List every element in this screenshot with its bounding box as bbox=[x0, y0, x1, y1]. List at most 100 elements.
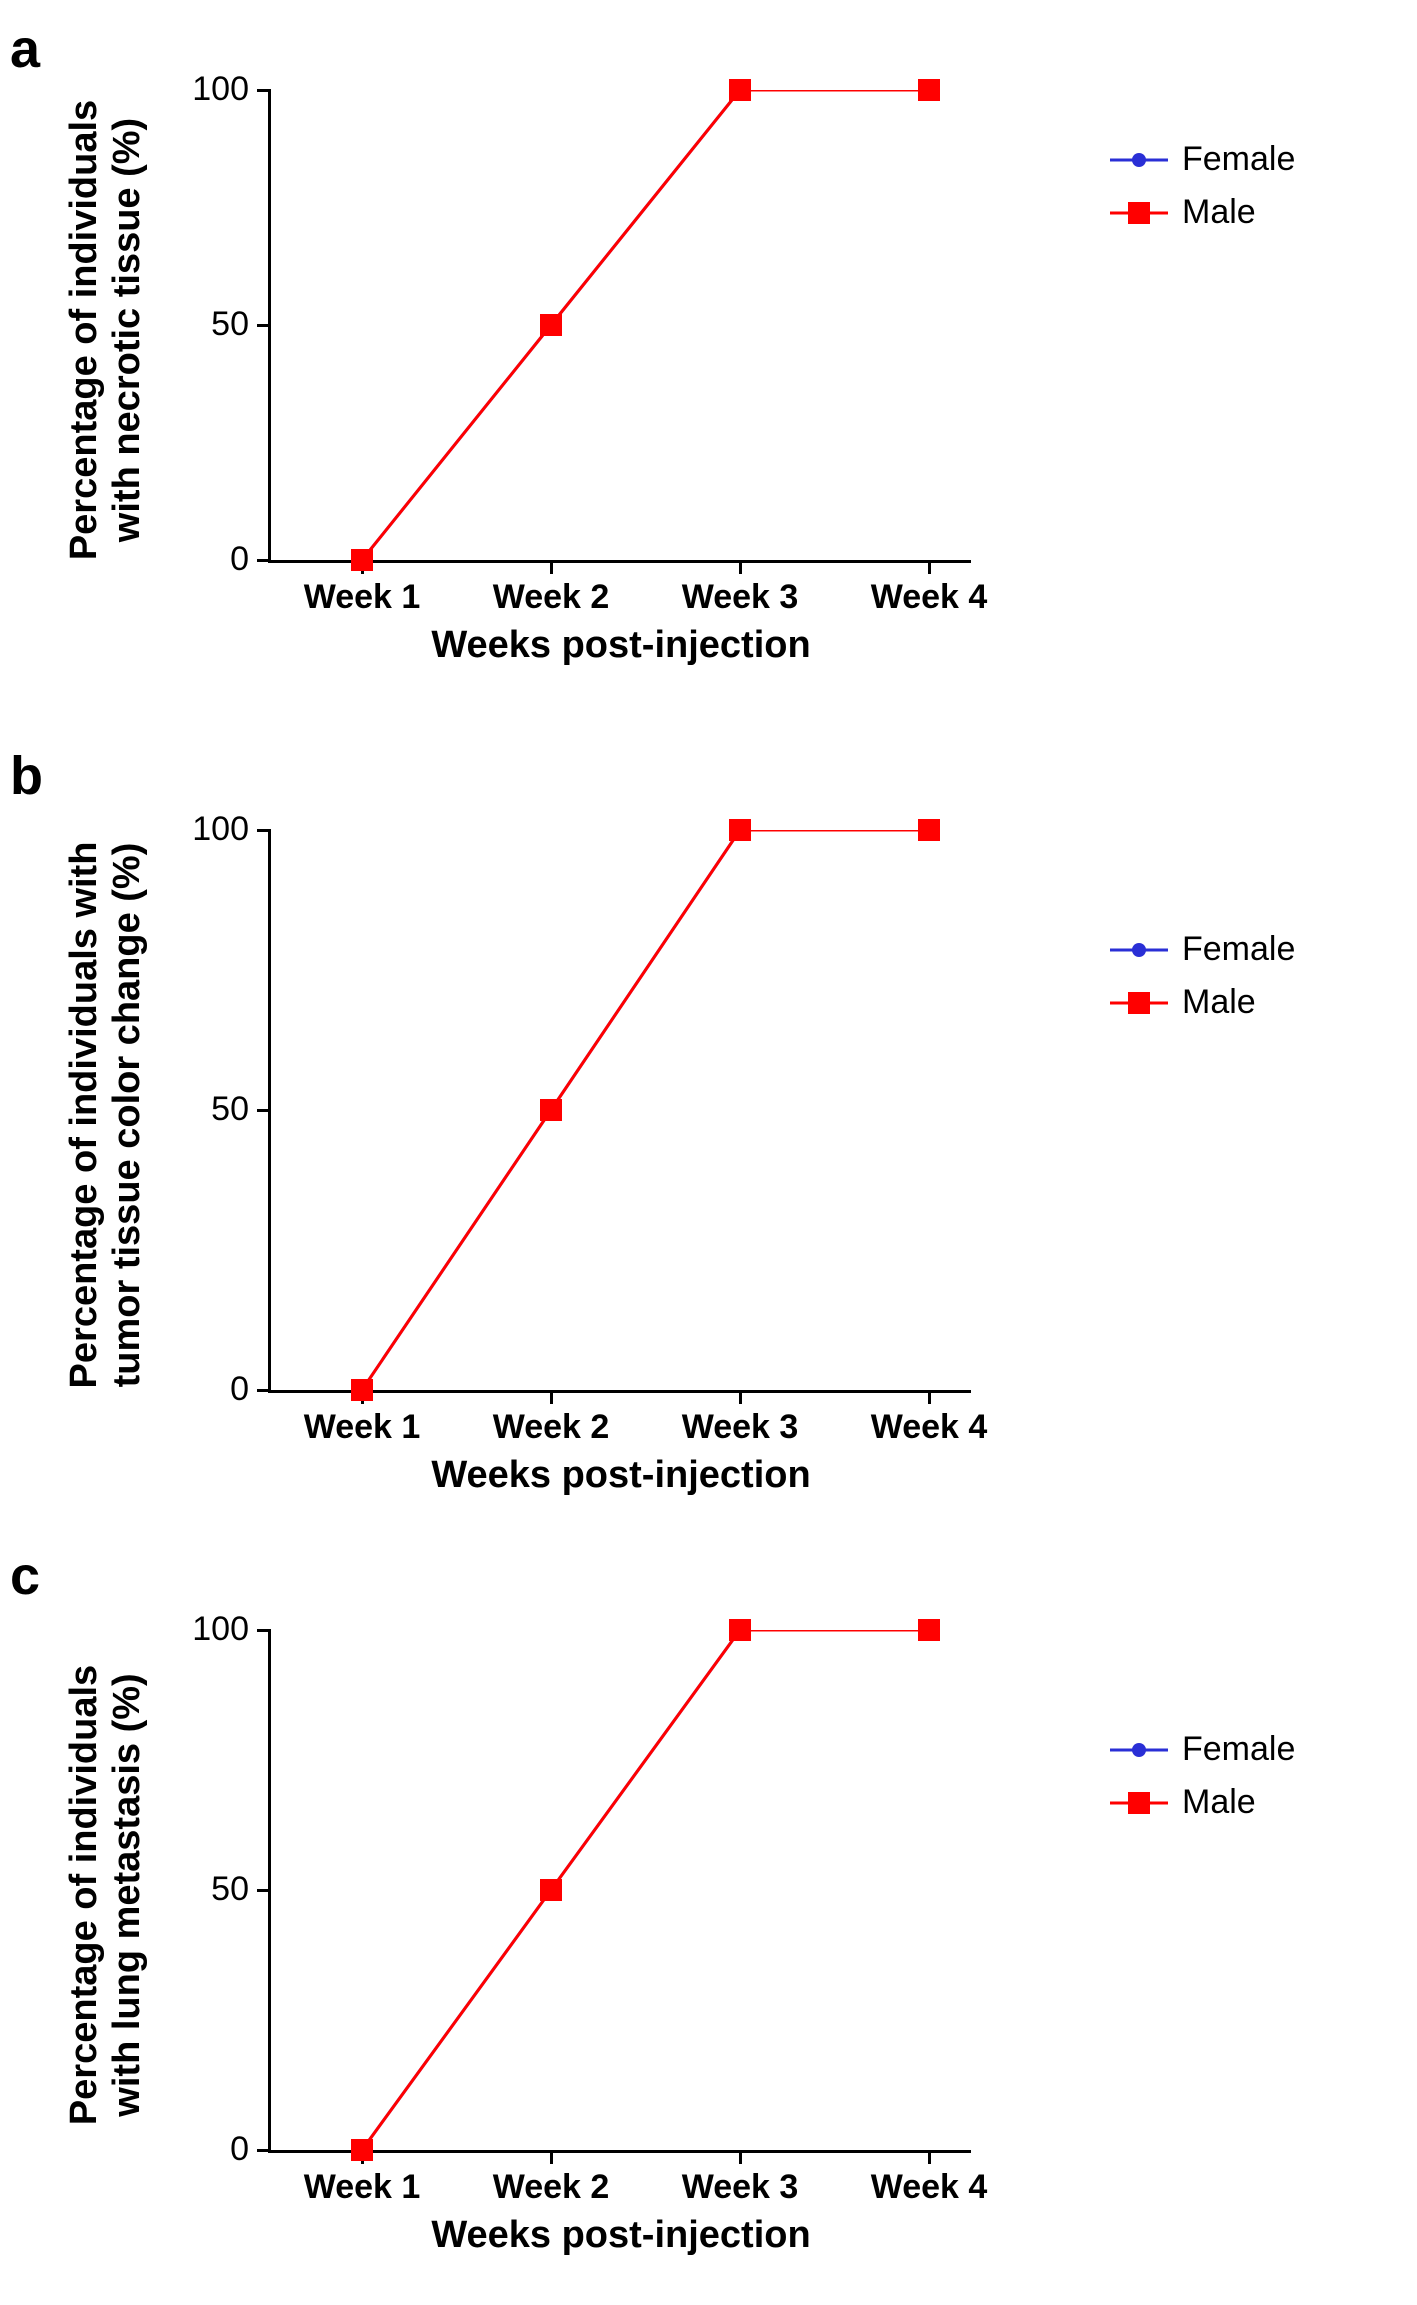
y-tick-line bbox=[257, 1889, 271, 1892]
x-tick-label: Week 4 bbox=[839, 578, 1019, 617]
legend-marker-icon bbox=[1132, 943, 1146, 957]
x-tick-label: Week 4 bbox=[839, 1408, 1019, 1447]
x-tick-label: Week 4 bbox=[839, 2168, 1019, 2207]
y-tick-line bbox=[257, 1109, 271, 1112]
legend-marker-icon bbox=[1128, 1792, 1150, 1814]
y-tick-line bbox=[257, 2149, 271, 2152]
marker-male bbox=[540, 1099, 562, 1121]
marker-male bbox=[918, 819, 940, 841]
x-tick-label: Week 1 bbox=[272, 1408, 452, 1447]
x-tick-label: Week 1 bbox=[272, 578, 452, 617]
legend-item-male: Male bbox=[1110, 193, 1295, 232]
x-tick-line bbox=[739, 1390, 742, 1404]
panel-label-c: c bbox=[10, 1545, 40, 1607]
marker-male bbox=[540, 1879, 562, 1901]
series-line-male bbox=[362, 90, 929, 560]
legend-label: Male bbox=[1182, 983, 1256, 1022]
x-axis-label: Weeks post-injection bbox=[271, 624, 971, 667]
legend-item-male: Male bbox=[1110, 1783, 1295, 1822]
marker-male bbox=[351, 2139, 373, 2161]
series-line-female bbox=[362, 830, 929, 1390]
legend-label: Male bbox=[1182, 1783, 1256, 1822]
legend: Female Male bbox=[1110, 1730, 1295, 1836]
plot-area-c: 050100Week 1Week 2Week 3Week 4Weeks post… bbox=[268, 1630, 971, 2153]
series-line-male bbox=[362, 1630, 929, 2150]
legend-item-female: Female bbox=[1110, 140, 1295, 179]
legend-label: Female bbox=[1182, 140, 1295, 179]
x-tick-label: Week 2 bbox=[461, 578, 641, 617]
x-axis-label: Weeks post-injection bbox=[271, 2214, 971, 2257]
marker-male bbox=[729, 819, 751, 841]
x-tick-line bbox=[739, 560, 742, 574]
legend-label: Female bbox=[1182, 1730, 1295, 1769]
y-tick-line bbox=[257, 559, 271, 562]
x-tick-line bbox=[928, 1390, 931, 1404]
series-lines bbox=[271, 90, 971, 560]
marker-male bbox=[729, 1619, 751, 1641]
x-tick-label: Week 2 bbox=[461, 1408, 641, 1447]
y-tick-label: 50 bbox=[159, 305, 249, 344]
y-tick-label: 50 bbox=[159, 1090, 249, 1129]
y-axis-label: Percentage of individuals with tumor tis… bbox=[63, 795, 149, 1435]
legend-swatch bbox=[1110, 1793, 1168, 1813]
legend-swatch bbox=[1110, 993, 1168, 1013]
y-tick-label: 100 bbox=[159, 810, 249, 849]
y-axis-label: Percentage of individuals with necrotic … bbox=[63, 55, 149, 605]
marker-male bbox=[351, 549, 373, 571]
legend-marker-icon bbox=[1128, 202, 1150, 224]
x-tick-line bbox=[550, 2150, 553, 2164]
panel-label-a: a bbox=[10, 18, 40, 80]
y-tick-label: 0 bbox=[159, 540, 249, 579]
y-tick-label: 100 bbox=[159, 70, 249, 109]
x-axis-label: Weeks post-injection bbox=[271, 1454, 971, 1497]
legend-label: Male bbox=[1182, 193, 1256, 232]
x-tick-label: Week 3 bbox=[650, 1408, 830, 1447]
figure: a050100Week 1Week 2Week 3Week 4Weeks pos… bbox=[0, 0, 1417, 2305]
legend-marker-icon bbox=[1132, 1743, 1146, 1757]
x-tick-line bbox=[928, 2150, 931, 2164]
legend-marker-icon bbox=[1132, 153, 1146, 167]
x-tick-label: Week 1 bbox=[272, 2168, 452, 2207]
legend-swatch bbox=[1110, 203, 1168, 223]
y-tick-label: 100 bbox=[159, 1610, 249, 1649]
legend-marker-icon bbox=[1128, 992, 1150, 1014]
series-line-female bbox=[362, 90, 929, 560]
y-tick-label: 0 bbox=[159, 1370, 249, 1409]
y-tick-label: 0 bbox=[159, 2130, 249, 2169]
marker-male bbox=[540, 314, 562, 336]
x-tick-line bbox=[739, 2150, 742, 2164]
legend-swatch bbox=[1110, 150, 1168, 170]
legend-swatch bbox=[1110, 1740, 1168, 1760]
legend-item-male: Male bbox=[1110, 983, 1295, 1022]
series-lines bbox=[271, 830, 971, 1390]
legend: Female Male bbox=[1110, 140, 1295, 246]
y-tick-line bbox=[257, 324, 271, 327]
x-tick-label: Week 3 bbox=[650, 2168, 830, 2207]
y-tick-line bbox=[257, 1389, 271, 1392]
x-tick-label: Week 2 bbox=[461, 2168, 641, 2207]
marker-male bbox=[351, 1379, 373, 1401]
legend-label: Female bbox=[1182, 930, 1295, 969]
y-tick-line bbox=[257, 89, 271, 92]
marker-male bbox=[918, 79, 940, 101]
series-lines bbox=[271, 1630, 971, 2150]
marker-male bbox=[918, 1619, 940, 1641]
legend-item-female: Female bbox=[1110, 930, 1295, 969]
legend-item-female: Female bbox=[1110, 1730, 1295, 1769]
x-tick-label: Week 3 bbox=[650, 578, 830, 617]
y-tick-line bbox=[257, 829, 271, 832]
plot-area-a: 050100Week 1Week 2Week 3Week 4Weeks post… bbox=[268, 90, 971, 563]
y-axis-label: Percentage of individuals with lung meta… bbox=[63, 1595, 149, 2195]
plot-area-b: 050100Week 1Week 2Week 3Week 4Weeks post… bbox=[268, 830, 971, 1393]
series-line-female bbox=[362, 1630, 929, 2150]
series-line-male bbox=[362, 830, 929, 1390]
x-tick-line bbox=[550, 1390, 553, 1404]
legend: Female Male bbox=[1110, 930, 1295, 1036]
panel-label-b: b bbox=[10, 745, 43, 807]
y-tick-line bbox=[257, 1629, 271, 1632]
y-tick-label: 50 bbox=[159, 1870, 249, 1909]
legend-swatch bbox=[1110, 940, 1168, 960]
marker-male bbox=[729, 79, 751, 101]
x-tick-line bbox=[928, 560, 931, 574]
x-tick-line bbox=[550, 560, 553, 574]
